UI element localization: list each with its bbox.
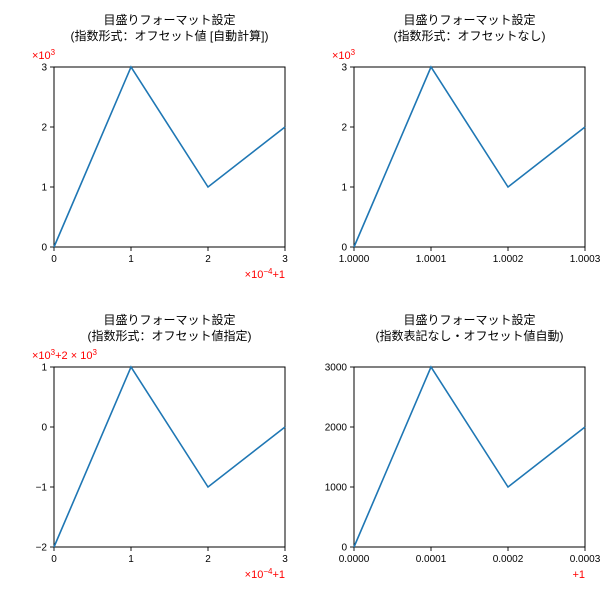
y-tick-label: 1000 (325, 483, 348, 494)
chart-panel-3: 目盛りフォーマット設定(指数表記なし・オフセット値自動) 0 1000 2000 300… (300, 300, 600, 600)
x-tick-label: 0.0003 (570, 554, 600, 565)
data-line (54, 67, 285, 247)
y-tick-label: 1 (341, 183, 347, 194)
x-tick-label: 0 (51, 554, 57, 565)
y-tick-label: −2 (36, 543, 48, 554)
y-tick-label: 3 (341, 63, 347, 74)
x-tick-label: 0.0002 (493, 554, 524, 565)
y-tick-label: 0 (41, 243, 47, 254)
chart-title-line2: (指数表記なし・オフセット値自動) (376, 328, 564, 343)
data-line (54, 367, 285, 547)
chart-title-line1: 目盛りフォーマット設定 (103, 12, 235, 27)
x-tick-label: 1.0000 (339, 254, 370, 265)
chart-title-line1: 目盛りフォーマット設定 (403, 312, 535, 327)
chart-title-line2: (指数形式：オフセット値指定) (88, 328, 252, 343)
y-tick-label: 3 (41, 63, 47, 74)
y-tick-label: 0 (341, 543, 347, 554)
x-tick-label: 0.0001 (416, 554, 447, 565)
x-offset-label: ×10−4+1 (245, 267, 285, 281)
x-tick-label: 0.0000 (339, 554, 370, 565)
chart-title-line2: (指数形式：オフセットなし) (394, 28, 546, 43)
plot-frame (354, 367, 585, 547)
y-tick-label: 2000 (325, 423, 348, 434)
y-multiplier-label: ×103 (332, 48, 356, 62)
x-tick-label: 1.0002 (493, 254, 524, 265)
chart-title-line2: (指数形式：オフセット値 [自動計算]) (71, 28, 269, 43)
x-tick-label: 1 (128, 554, 134, 565)
y-tick-label: −1 (36, 483, 48, 494)
chart-title-line1: 目盛りフォーマット設定 (103, 312, 235, 327)
y-tick-label: 2 (341, 123, 347, 134)
x-tick-label: 1.0001 (416, 254, 447, 265)
y-multiplier-label: ×103 (32, 48, 56, 62)
data-line (354, 67, 585, 247)
x-tick-label: 2 (205, 554, 211, 565)
y-tick-label: 1 (41, 363, 47, 374)
plot-frame (354, 67, 585, 247)
y-tick-label: 2 (41, 123, 47, 134)
y-multiplier-label: ×103+2 × 103 (32, 348, 97, 362)
x-tick-label: 0 (51, 254, 57, 265)
x-tick-label: 2 (205, 254, 211, 265)
chart-panel-1: 目盛りフォーマット設定(指数形式：オフセットなし) ×103 0 1 2 3 1.0000 1… (300, 0, 600, 300)
x-tick-label: 3 (282, 554, 288, 565)
x-tick-label: 3 (282, 254, 288, 265)
chart-title-line1: 目盛りフォーマット設定 (403, 12, 535, 27)
y-tick-label: 1 (41, 183, 47, 194)
plot-frame (54, 367, 285, 547)
chart-panel-2: 目盛りフォーマット設定(指数形式：オフセット値指定) ×103+2 × 103 −2… (0, 300, 300, 600)
chart-panel-0: 目盛りフォーマット設定(指数形式：オフセット値 [自動計算]) ×103 0 1 2 3 0… (0, 0, 300, 300)
x-offset-label: +1 (572, 569, 585, 581)
plot-frame (54, 67, 285, 247)
x-offset-label: ×10−4+1 (245, 567, 285, 581)
x-tick-label: 1 (128, 254, 134, 265)
y-tick-label: 0 (41, 423, 47, 434)
y-tick-label: 0 (341, 243, 347, 254)
data-line (354, 367, 585, 547)
y-tick-label: 3000 (325, 363, 348, 374)
x-tick-label: 1.0003 (570, 254, 600, 265)
